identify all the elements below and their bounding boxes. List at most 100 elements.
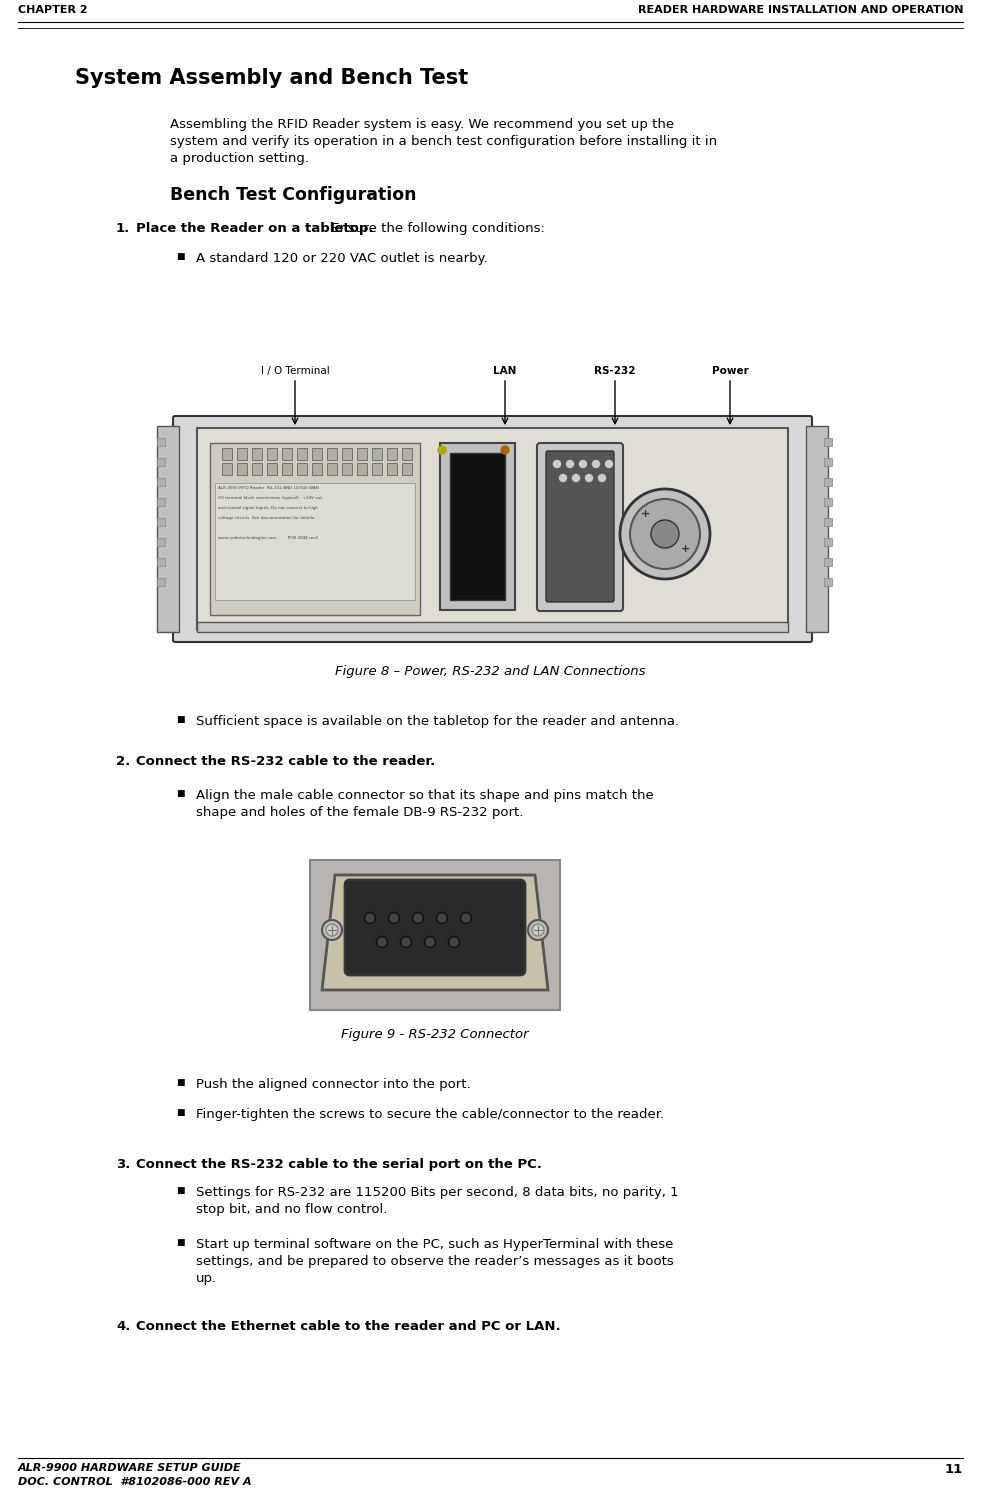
Bar xyxy=(342,448,352,460)
Bar xyxy=(157,498,165,506)
Text: +: + xyxy=(641,509,649,519)
Text: DOC. CONTROL  #8102086-000 REV A: DOC. CONTROL #8102086-000 REV A xyxy=(18,1477,251,1488)
Bar xyxy=(157,477,165,486)
Circle shape xyxy=(605,461,612,467)
Text: 4.: 4. xyxy=(116,1320,130,1332)
Bar xyxy=(372,463,382,474)
Text: ■: ■ xyxy=(176,1238,184,1247)
Bar xyxy=(197,428,788,630)
Bar xyxy=(402,448,412,460)
Bar xyxy=(215,483,415,600)
Circle shape xyxy=(390,915,398,922)
FancyBboxPatch shape xyxy=(537,443,623,612)
Bar xyxy=(267,448,277,460)
Text: Ensure the following conditions:: Ensure the following conditions: xyxy=(327,222,544,236)
Text: Align the male cable connector so that its shape and pins match the: Align the male cable connector so that i… xyxy=(196,789,653,803)
Bar xyxy=(387,463,397,474)
Text: LAN: LAN xyxy=(493,366,517,376)
Text: System Assembly and Bench Test: System Assembly and Bench Test xyxy=(75,69,468,88)
Circle shape xyxy=(598,474,605,482)
Text: Connect the RS-232 cable to the serial port on the PC.: Connect the RS-232 cable to the serial p… xyxy=(136,1158,542,1171)
Circle shape xyxy=(620,489,710,579)
Text: ALR-9900 HARDWARE SETUP GUIDE: ALR-9900 HARDWARE SETUP GUIDE xyxy=(18,1464,241,1473)
Text: Assembling the RFID Reader system is easy. We recommend you set up the: Assembling the RFID Reader system is eas… xyxy=(170,118,674,131)
Bar xyxy=(222,463,232,474)
Text: system and verify its operation in a bench test configuration before installing : system and verify its operation in a ben… xyxy=(170,134,717,148)
Text: a production setting.: a production setting. xyxy=(170,152,309,166)
FancyBboxPatch shape xyxy=(173,416,812,642)
Bar xyxy=(157,518,165,527)
Circle shape xyxy=(366,915,374,922)
Text: 1.: 1. xyxy=(116,222,130,236)
Bar xyxy=(297,448,307,460)
Bar xyxy=(824,458,832,466)
Text: voltage circuits. See documentation for details.: voltage circuits. See documentation for … xyxy=(218,516,315,521)
Bar xyxy=(157,458,165,466)
Bar xyxy=(252,448,262,460)
Circle shape xyxy=(438,446,446,454)
Bar xyxy=(297,463,307,474)
Text: Finger-tighten the screws to secure the cable/connector to the reader.: Finger-tighten the screws to secure the … xyxy=(196,1109,664,1120)
Text: ■: ■ xyxy=(176,1186,184,1195)
Circle shape xyxy=(326,924,338,935)
Bar xyxy=(450,454,505,600)
Text: Figure 8 – Power, RS-232 and LAN Connections: Figure 8 – Power, RS-232 and LAN Connect… xyxy=(335,665,645,677)
Bar xyxy=(157,439,165,446)
Text: and control signal inputs. Do not connect to high: and control signal inputs. Do not connec… xyxy=(218,506,318,510)
Bar xyxy=(357,463,367,474)
Text: 2.: 2. xyxy=(116,755,130,768)
Circle shape xyxy=(532,924,544,935)
Text: 3.: 3. xyxy=(116,1158,130,1171)
Circle shape xyxy=(528,921,548,940)
Circle shape xyxy=(438,915,446,922)
Bar xyxy=(282,448,292,460)
Circle shape xyxy=(566,461,574,467)
Circle shape xyxy=(651,521,679,548)
Text: Settings for RS-232 are 115200 Bits per second, 8 data bits, no parity, 1: Settings for RS-232 are 115200 Bits per … xyxy=(196,1186,679,1200)
Text: Connect the RS-232 cable to the reader.: Connect the RS-232 cable to the reader. xyxy=(136,755,436,768)
Circle shape xyxy=(365,913,376,924)
Bar xyxy=(342,463,352,474)
Text: ■: ■ xyxy=(176,1079,184,1088)
Bar xyxy=(824,518,832,527)
Circle shape xyxy=(400,937,411,947)
Bar xyxy=(440,443,515,610)
Text: ■: ■ xyxy=(176,252,184,261)
Circle shape xyxy=(460,913,472,924)
Bar xyxy=(824,477,832,486)
Circle shape xyxy=(553,461,560,467)
Text: settings, and be prepared to observe the reader’s messages as it boots: settings, and be prepared to observe the… xyxy=(196,1255,674,1268)
Bar xyxy=(327,463,337,474)
Text: RS-232: RS-232 xyxy=(594,366,636,376)
Bar xyxy=(252,463,262,474)
Circle shape xyxy=(414,915,422,922)
Text: stop bit, and no flow control.: stop bit, and no flow control. xyxy=(196,1203,387,1216)
Text: Connect the Ethernet cable to the reader and PC or LAN.: Connect the Ethernet cable to the reader… xyxy=(136,1320,560,1332)
Text: www.rydertechnologies.com         PCN-2044 rev1: www.rydertechnologies.com PCN-2044 rev1 xyxy=(218,536,318,540)
Text: CHAPTER 2: CHAPTER 2 xyxy=(18,4,87,15)
Bar xyxy=(402,463,412,474)
Circle shape xyxy=(377,937,387,947)
Circle shape xyxy=(378,938,386,946)
Bar xyxy=(157,539,165,546)
Bar xyxy=(197,622,788,633)
Circle shape xyxy=(573,474,580,482)
Text: I/O terminal block connections (typical):  +24V out: I/O terminal block connections (typical)… xyxy=(218,495,322,500)
Circle shape xyxy=(322,921,342,940)
Bar xyxy=(824,558,832,565)
Bar xyxy=(267,463,277,474)
Circle shape xyxy=(412,913,424,924)
Text: ■: ■ xyxy=(176,715,184,724)
Bar xyxy=(157,427,179,633)
Bar xyxy=(237,463,247,474)
Text: ■: ■ xyxy=(176,1109,184,1118)
Bar xyxy=(806,427,828,633)
Bar xyxy=(372,448,382,460)
Text: Figure 9 - RS-232 Connector: Figure 9 - RS-232 Connector xyxy=(341,1028,529,1041)
Bar xyxy=(357,448,367,460)
Circle shape xyxy=(559,474,566,482)
Bar xyxy=(824,439,832,446)
Bar xyxy=(312,448,322,460)
Circle shape xyxy=(388,913,399,924)
Text: I / O Terminal: I / O Terminal xyxy=(261,366,330,376)
